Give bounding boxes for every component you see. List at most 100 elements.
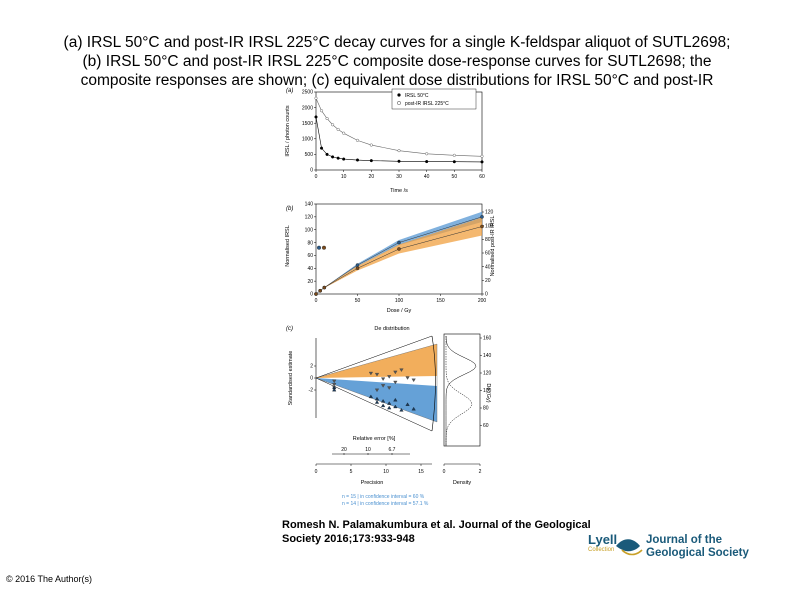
panel-a-point <box>314 96 318 100</box>
caption-line-3: composite responses are shown; (c) equiv… <box>80 72 714 89</box>
panel-b-ytick-right-label: 60 <box>485 251 491 257</box>
panel-a-point <box>397 159 401 163</box>
panel-b-natural-point <box>317 245 322 250</box>
panel-c-rel-ticks: 20 10 6.7 <box>332 447 410 455</box>
panel-a-ytick-label: 2000 <box>302 105 313 111</box>
panel-b-yticks-left: 140 120 100 80 60 40 20 0 <box>305 202 316 298</box>
panel-b-ytick-left-label: 120 <box>305 215 314 221</box>
panel-b-ytick-right-label: 0 <box>485 292 488 298</box>
panel-a-ytick-label: 2500 <box>302 90 313 96</box>
panel-a-xtick-label: 0 <box>315 174 318 180</box>
panel-b-points <box>314 215 484 296</box>
panel-c-point-pirir <box>387 401 392 405</box>
panel-a-point <box>397 149 401 153</box>
panel-c-point-pirir <box>393 404 398 409</box>
legend-marker-irsl50 <box>397 93 401 97</box>
panel-b-xlabel: Dose / Gy <box>387 308 412 314</box>
panel-c-precision-ticks: 0 5 10 15 <box>315 464 424 475</box>
panel-c-legend-2: n = 14 | in confidence interval = 57.1 % <box>342 501 429 507</box>
panel-c-point-pirir <box>393 397 398 402</box>
panel-a-ytick-label: 0 <box>310 168 313 174</box>
panel-a-point <box>480 154 484 158</box>
panel-c-point-irsl50 <box>387 375 392 379</box>
panel-b-ytick-right-label: 100 <box>485 223 494 229</box>
legend-irsl50: IRSL 50°C <box>405 93 429 99</box>
panel-b-point <box>397 240 401 245</box>
panel-a-point <box>319 146 324 150</box>
logo-journal-line-1: Journal of the <box>646 534 723 546</box>
panel-a-point <box>369 143 373 147</box>
panel-c-point-pirir <box>399 408 404 412</box>
copyright-notice: © 2016 The Author(s) <box>6 574 93 584</box>
panel-a-ytick-label: 500 <box>305 152 314 158</box>
panel-a-point <box>480 160 484 164</box>
panel-c-point-pirir <box>381 403 386 408</box>
panel-c-title: De distribution <box>374 326 409 332</box>
panel-c-point-irsl50 <box>393 370 398 375</box>
panel-b-ytick-right-label: 40 <box>485 264 491 270</box>
panel-b-point <box>480 224 484 229</box>
panel-c-ytick-label: 0 <box>310 376 313 382</box>
panel-c-right-tick-label: 80 <box>483 406 489 412</box>
logo-collection: Collection <box>588 547 615 553</box>
panel-b-ytick-left-label: 80 <box>307 240 313 246</box>
panel-c-density-curve-2 <box>445 336 473 447</box>
panel-a-point <box>342 157 346 161</box>
panel-c-ylabel-right: De (Gy) <box>485 383 491 402</box>
panel-c-rel-tick-label: 6.7 <box>389 447 396 453</box>
panel-c-density-label: Density <box>453 480 472 486</box>
panel-a-xtick-label: 60 <box>479 174 485 180</box>
panel-c-point-pirir <box>374 400 380 404</box>
panel-c-yticks: 2 0 -2 <box>309 364 316 394</box>
panel-c-point-irsl50 <box>374 372 380 377</box>
panel-c-label: (c) <box>286 326 293 332</box>
panel-a-point <box>342 131 346 135</box>
panel-c-density-curve <box>445 335 477 446</box>
panel-a-point <box>452 160 456 164</box>
panel-b-point <box>355 266 360 271</box>
panel-c-density-frame <box>443 333 481 447</box>
panel-b-xticks: 0 50 100 150 200 <box>315 294 487 304</box>
panel-a-ytick-label: 1500 <box>302 121 313 127</box>
logo-journal-title: Journal of the Geological Society <box>646 534 749 560</box>
panel-c-point-irsl50 <box>381 384 386 388</box>
panel-c: (c) De distribution Standardised estimat… <box>286 326 492 507</box>
panel-a: (a) IRSL / photon counts 250020001500100… <box>285 88 485 194</box>
panel-c-precision-tick-label: 5 <box>350 469 353 475</box>
legend-marker-pirir <box>397 101 401 105</box>
panel-c-right-tick-label: 140 <box>483 353 492 359</box>
panel-b-xtick-label: 200 <box>478 298 487 304</box>
panel-a-label: (a) <box>286 88 293 94</box>
panel-c-precision-tick-label: 15 <box>418 469 424 475</box>
journal-logo[interactable]: Lyell Collection Journal of the Geologic… <box>586 532 756 564</box>
citation: Romesh N. Palamakumbura et al. Journal o… <box>282 518 591 546</box>
panel-a-point <box>425 152 429 156</box>
panel-c-rel-error-label: Relative error [%] <box>353 436 396 442</box>
logo-lyell: Lyell <box>588 532 618 547</box>
panel-c-point-irsl50 <box>399 368 404 372</box>
panel-c-point-pirir <box>405 402 410 406</box>
caption-line-1: (a) IRSL 50°C and post-IR IRSL 225°C dec… <box>63 34 731 51</box>
citation-line-1: Romesh N. Palamakumbura et al. Journal o… <box>282 519 591 531</box>
panel-b-xtick-label: 150 <box>436 298 445 304</box>
panel-b-xtick-label: 100 <box>395 298 404 304</box>
panel-a-point <box>319 109 324 113</box>
panel-b-ytick-left-label: 20 <box>307 279 313 285</box>
panel-a-xlabel: Time /s <box>390 188 408 194</box>
panel-b-ytick-right-label: 120 <box>485 210 494 216</box>
panel-b-point <box>314 292 318 296</box>
panel-a-xtick-label: 40 <box>424 174 430 180</box>
panel-c-density-tick-label: 2 <box>479 469 482 475</box>
panel-c-ytick-label: 2 <box>310 364 313 370</box>
panel-b-natural-point <box>322 245 327 250</box>
panel-b-ytick-left-label: 60 <box>307 253 313 259</box>
panel-b: (b) Normalised IRSL Normalised post-IR I… <box>285 202 496 314</box>
legend-pirir: post-IR IRSL 225°C <box>405 101 449 107</box>
panel-b-ytick-left-label: 0 <box>310 292 313 298</box>
panel-c-point-irsl50 <box>405 376 410 380</box>
panel-a-point <box>331 155 335 159</box>
panel-a-xticks: 0 10 20 30 40 50 60 <box>315 170 485 180</box>
panel-a-ytick-label: 1000 <box>302 137 313 143</box>
panel-b-yticks-right: 120 100 80 60 40 20 0 <box>482 210 494 298</box>
panel-c-ytick-label: -2 <box>309 388 314 394</box>
